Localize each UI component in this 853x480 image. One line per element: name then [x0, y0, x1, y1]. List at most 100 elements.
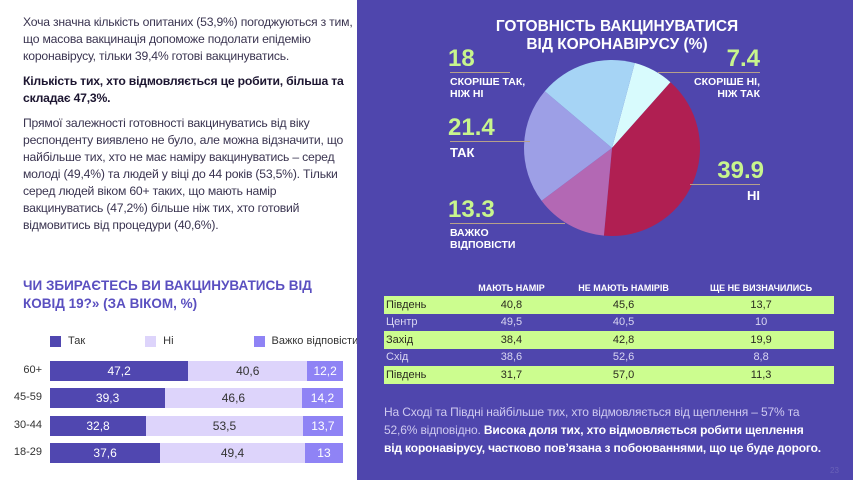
table-cell: 57,0 [558, 366, 689, 384]
bar-segment: 49,4 [160, 443, 305, 463]
table-header: МАЮТЬ НАМІР [478, 282, 545, 293]
table-cell: 38,4 [464, 331, 559, 349]
pie-value-13-3: 13.3 [448, 196, 495, 223]
table-cell: 40,8 [464, 296, 559, 314]
bar-chart-title: ЧИ ЗБИРАЄТЕСЬ ВИ ВАКЦИНУВАТИСЬ ВІД КОВІД… [23, 278, 312, 311]
pie-value-21-4: 21.4 [448, 114, 495, 141]
table-cell: 11,3 [688, 366, 834, 384]
legend-item: Так [50, 335, 85, 347]
table-cell: 40,5 [612, 316, 635, 329]
bar-segment: 13,7 [302, 416, 343, 436]
pie-label-rather-no: СКОРІШЕ НІ, НІЖ ТАК [660, 76, 760, 100]
table-row: Південь 40,8 45,6 13,7 [384, 296, 834, 314]
bar-segment: 47,2 [50, 361, 189, 381]
table-row: Південь 31,7 57,0 11,3 [384, 366, 834, 384]
table-cell: 49,5 [500, 316, 523, 329]
pie-label-rather-yes: СКОРІШЕ ТАК, НІЖ НІ [450, 76, 525, 100]
table-row: Захід 38,4 42,8 19,9 [384, 331, 834, 349]
summary-light: На Сході та Півдні найбільше тих, хто ві… [384, 405, 800, 437]
label-line: СКОРІШЕ ТАК, [450, 76, 526, 88]
bar-segment: 13 [304, 443, 343, 463]
bar-chart-legend: Так Ні Важко відповісти [50, 335, 358, 347]
label-line: СКОРІШЕ НІ, [694, 76, 760, 88]
region-table: МАЮТЬ НАМІР НЕ МАЮТЬ НАМІРІВ ЩЕ НЕ ВИЗНАЧИ… [384, 279, 834, 384]
bar-segment: 53,5 [146, 416, 303, 436]
table-cell: Південь [384, 296, 464, 314]
table-cell: 13,7 [688, 296, 834, 314]
text-column: Хоча значна кількість опитаних (53,9%) п… [23, 14, 353, 272]
bar-category-label: 18-29 [13, 446, 42, 458]
bar-segment: 14,2 [301, 388, 344, 408]
pie-value-18: 18 [448, 45, 475, 72]
leader-line [450, 223, 565, 224]
leader-line [450, 141, 530, 142]
legend-item: Ні [145, 335, 174, 347]
table-cell: Центр [386, 316, 418, 329]
table-cell: 8,8 [753, 351, 769, 364]
highlight-paragraph: Кількість тих, хто відмовляється це роби… [23, 74, 344, 105]
bar-segment: 12,2 [307, 361, 343, 381]
pie-slice [612, 62, 671, 148]
legend-item: Важко відповісти [253, 335, 359, 347]
table-cell: Схід [386, 351, 409, 364]
age-paragraph: Прямої залежності готовності вакцинувати… [23, 116, 344, 232]
table-cell: Захід [384, 331, 464, 349]
table-header: НЕ МАЮТЬ НАМІРІВ [578, 282, 669, 293]
table-cell: 52,6 [612, 351, 635, 364]
bar-segment: 37,6 [50, 443, 161, 463]
table-header: ЩЕ НЕ ВИЗНАЧИЛИСЬ [710, 282, 813, 293]
pie-chart-title: ГОТОВНІСТЬ ВАКЦИНУВАТИСЯ ВІД КОРОНАВІРУС… [447, 18, 787, 54]
table-cell: 19,9 [688, 331, 834, 349]
label-line: ВІДПОВІСТИ [450, 239, 516, 251]
legend-swatch [253, 335, 265, 347]
pie-slice [541, 148, 612, 236]
leader-line [658, 72, 760, 73]
bar-row: 60+ 47,2 40,6 12,2 [0, 361, 360, 381]
pie-value-7-4: 7.4 [726, 45, 760, 72]
table-cell: 31,7 [464, 366, 559, 384]
bar-row: 30-44 32,8 53,5 13,7 [0, 416, 360, 436]
left-panel: Хоча значна кількість опитаних (53,9%) п… [0, 0, 360, 480]
legend-swatch [145, 335, 157, 347]
label-line: НІЖ НІ [450, 88, 484, 100]
pie-title-line2: ВІД КОРОНАВІРУСУ (%) [526, 36, 708, 53]
legend-label: Ні [163, 335, 174, 347]
table-cell: Південь [384, 366, 464, 384]
table-cell: 10 [754, 316, 768, 329]
pie-slice [603, 82, 700, 236]
summary-bold: Висока доля тих, хто відмовляється робит… [384, 423, 821, 455]
leader-line [450, 72, 510, 73]
legend-swatch [50, 335, 61, 347]
bar-row: 45-59 39,3 46,6 14,2 [0, 388, 360, 408]
pie-label-hard: ВАЖКО ВІДПОВІСТИ [450, 227, 515, 251]
bar-segment: 32,8 [50, 416, 147, 436]
pie-slice [544, 60, 635, 148]
legend-label: Важко відповісти [271, 335, 359, 347]
leader-line [690, 184, 760, 185]
table-cell: 45,6 [558, 296, 689, 314]
table-header [384, 279, 464, 296]
table-cell: 42,8 [558, 331, 689, 349]
bar-category-label: 45-59 [13, 391, 42, 403]
region-summary: На Сході та Півдні найбільше тих, хто ві… [384, 403, 822, 457]
pie-title-line1: ГОТОВНІСТЬ ВАКЦИНУВАТИСЯ [495, 18, 739, 35]
pie-label-no: НІ [747, 188, 760, 203]
table-row: Центр 49,5 40,5 10 [384, 314, 834, 332]
bar-segment: 40,6 [188, 361, 308, 381]
bar-segment: 39,3 [50, 388, 166, 408]
legend-label: Так [68, 335, 86, 347]
bar-category-label: 30-44 [13, 419, 42, 431]
page-number: 23 [830, 466, 839, 475]
pie-value-39-9: 39.9 [717, 157, 764, 184]
intro-paragraph: Хоча значна кількість опитаних (53,9%) п… [23, 15, 353, 63]
bar-row: 18-29 37,6 49,4 13 [0, 443, 360, 463]
label-line: НІЖ ТАК [717, 88, 760, 100]
bar-segment: 46,6 [165, 388, 302, 408]
pie-label-yes: ТАК [450, 145, 475, 160]
table-cell: 38,6 [500, 351, 523, 364]
table-row: Схід 38,6 52,6 8,8 [384, 349, 834, 367]
pie-chart [524, 60, 700, 236]
pie-slice [524, 91, 612, 201]
bar-category-label: 60+ [23, 364, 42, 376]
label-line: ВАЖКО [450, 227, 489, 239]
